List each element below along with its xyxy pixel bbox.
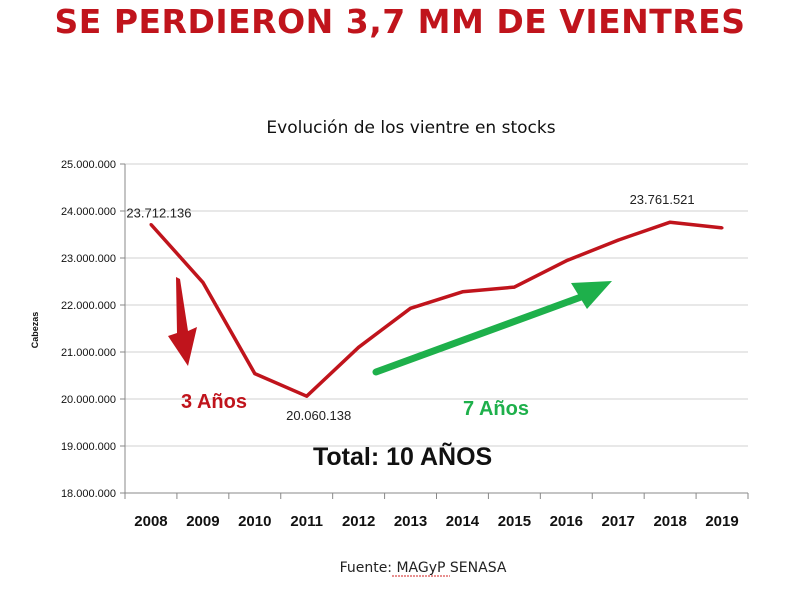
data-point bbox=[668, 220, 672, 224]
y-tick-label: 18.000.000 bbox=[61, 488, 116, 500]
data-point bbox=[409, 306, 413, 310]
source-note: Fuente: MAGyP SENASA bbox=[340, 560, 507, 576]
data-label: 23.761.521 bbox=[630, 192, 695, 207]
y-tick-label: 21.000.000 bbox=[61, 347, 116, 359]
y-tick-label: 24.000.000 bbox=[61, 206, 116, 218]
data-point bbox=[460, 290, 464, 294]
x-tick-label: 2008 bbox=[134, 513, 167, 530]
x-tick-label: 2015 bbox=[498, 513, 531, 530]
y-tick-label: 23.000.000 bbox=[61, 253, 116, 265]
chart-title: Evolución de los vientre en stocks bbox=[266, 118, 555, 138]
x-tick-label: 2012 bbox=[342, 513, 375, 530]
y-axis-label: Cabezas bbox=[30, 312, 40, 349]
decline-annotation: 3 Años bbox=[181, 391, 247, 413]
data-label: 23.712.136 bbox=[126, 206, 191, 221]
data-point bbox=[357, 345, 361, 349]
data-label: 20.060.138 bbox=[286, 408, 351, 423]
x-tick-label: 2019 bbox=[705, 513, 738, 530]
x-tick-label: 2009 bbox=[186, 513, 219, 530]
x-tick-label: 2013 bbox=[394, 513, 427, 530]
data-point bbox=[720, 226, 724, 230]
decline-arrow-icon bbox=[168, 277, 197, 366]
total-annotation: Total: 10 AÑOS bbox=[313, 441, 492, 471]
y-tick-label: 25.000.000 bbox=[61, 159, 116, 171]
data-point bbox=[201, 280, 205, 284]
data-point bbox=[512, 285, 516, 289]
recovery-arrow-icon bbox=[372, 281, 612, 376]
data-point bbox=[305, 394, 309, 398]
data-point bbox=[564, 259, 568, 263]
y-tick-label: 19.000.000 bbox=[61, 441, 116, 453]
data-point bbox=[253, 372, 257, 376]
x-tick-label: 2017 bbox=[602, 513, 635, 530]
y-tick-label: 20.000.000 bbox=[61, 394, 116, 406]
y-tick-label: 22.000.000 bbox=[61, 300, 116, 312]
series bbox=[149, 220, 724, 398]
page-title: SE PERDIERON 3,7 MM DE VIENTRES bbox=[54, 2, 746, 41]
x-tick-label: 2016 bbox=[550, 513, 583, 530]
axes: 18.000.000 19.000.000 20.000.000 21.000.000… bbox=[61, 159, 749, 530]
data-point bbox=[149, 223, 153, 227]
series-line bbox=[149, 220, 723, 398]
recovery-annotation: 7 Años bbox=[463, 398, 529, 420]
data-labels: 23.712.136 20.060.138 23.761.521 bbox=[126, 192, 694, 423]
x-tick-label: 2014 bbox=[446, 513, 480, 530]
x-tick-label: 2018 bbox=[653, 513, 686, 530]
x-tick-label: 2011 bbox=[290, 513, 323, 530]
x-tick-label: 2010 bbox=[238, 513, 271, 530]
data-point bbox=[616, 238, 620, 242]
